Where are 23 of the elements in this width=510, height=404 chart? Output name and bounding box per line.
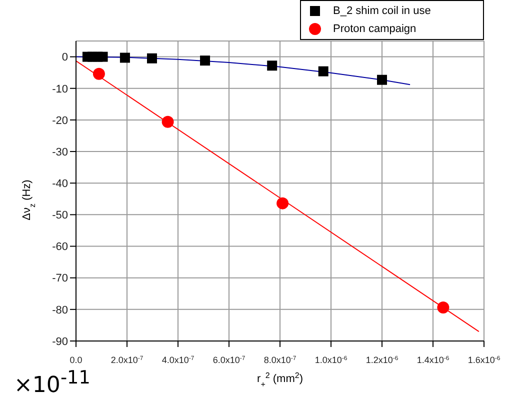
x-tick-label: 1.0x10$^{-6}$ [314,355,348,365]
y-tick-label: -40 [52,178,68,190]
y-tick-label: -30 [52,146,68,158]
x-tick-label: 4.0x10$^{-7}$ [162,355,195,365]
x-tick-label: 0.0 [70,355,82,365]
y-tick-label: -70 [52,272,68,285]
y-tick-label: -90 [52,336,68,348]
x-tick-label: 8.0x10$^{-7}$ [264,355,297,365]
legend-label: B_2 shim coil in use [333,5,431,17]
y-tick-label: -60 [52,241,68,254]
x-tick-label: 6.0x10$^{-7}$ [212,355,246,365]
x-tick-label: 1.2x10$^{-6}$ [366,355,399,365]
x-tick-label: 1.6x10$^{-6}$ [468,355,501,365]
legend-label: Proton campaign [333,23,416,35]
x-tick-label: 1.4x10$^{-6}$ [416,355,450,365]
text: ×10$^{-11}$ [14,368,90,398]
y-tick-label: -20 [52,114,68,127]
y-tick-label: -80 [52,304,68,316]
y-tick-label: -50 [52,210,68,222]
y-tick-label: 0 [62,52,68,64]
x-tick-label: 2.0x10$^{-7}$ [110,355,144,365]
x-axis-title: r$_{+}$$^{2}$ (mm$^{2}$) [257,370,303,388]
y-tick-label: -10 [52,83,68,96]
